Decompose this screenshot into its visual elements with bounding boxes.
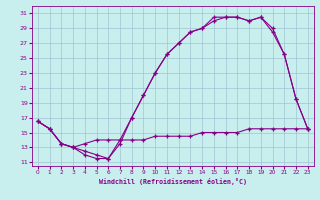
X-axis label: Windchill (Refroidissement éolien,°C): Windchill (Refroidissement éolien,°C) (99, 178, 247, 185)
